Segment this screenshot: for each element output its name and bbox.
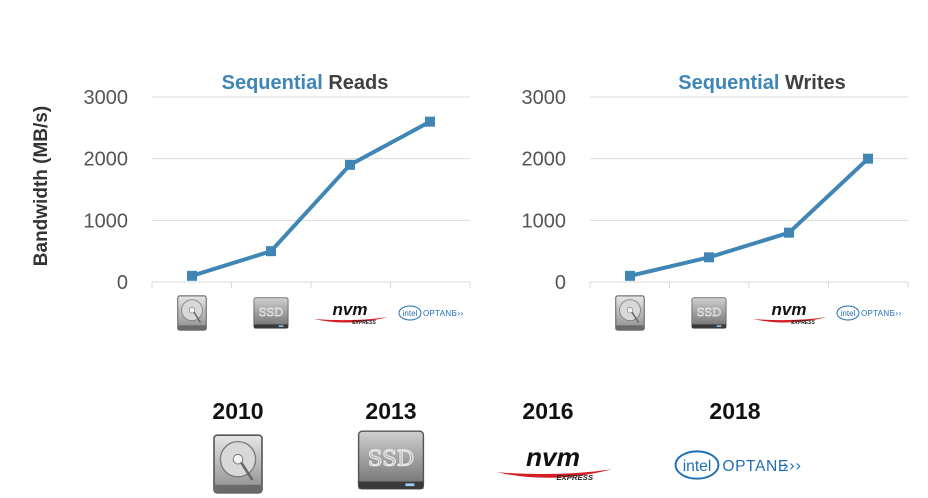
ssd-icon: SSD xyxy=(691,297,727,329)
data-point xyxy=(345,159,355,170)
y-tick-label: 2000 xyxy=(84,149,129,171)
svg-text:SSD: SSD xyxy=(697,305,722,319)
y-tick-label: 2000 xyxy=(522,149,567,171)
svg-text:›››: ››› xyxy=(783,457,802,475)
y-tick-label: 1000 xyxy=(84,210,129,232)
svg-text:nvm: nvm xyxy=(772,300,807,319)
year-label: 2013 xyxy=(365,398,416,424)
year-label: 2016 xyxy=(522,398,573,424)
chart-title: Sequential Reads xyxy=(222,72,389,94)
year-label: 2018 xyxy=(709,398,760,424)
chart-title-highlight: Sequential xyxy=(678,72,779,94)
hdd-icon xyxy=(177,295,207,331)
series-line xyxy=(629,157,870,278)
svg-text:intel: intel xyxy=(841,309,856,318)
y-tick-label: 0 xyxy=(555,272,566,294)
data-point xyxy=(704,252,714,263)
svg-text:intel: intel xyxy=(683,458,712,475)
data-point xyxy=(784,227,794,238)
y-axis-label: Bandwidth (MB/s) xyxy=(31,106,52,266)
svg-text:OPTANE: OPTANE xyxy=(722,458,788,475)
data-point xyxy=(625,270,635,281)
svg-text:nvm: nvm xyxy=(526,442,580,472)
data-point xyxy=(187,270,197,281)
svg-text:nvm: nvm xyxy=(333,300,368,319)
y-tick-label: 3000 xyxy=(84,87,129,109)
chart-title: Sequential Writes xyxy=(678,72,845,94)
year-label: 2010 xyxy=(212,398,263,424)
svg-text:SSD: SSD xyxy=(368,446,415,471)
intel-optane-logo: intel OPTANE››› xyxy=(398,305,464,321)
ssd-icon: SSD xyxy=(253,297,289,329)
hdd-icon xyxy=(615,295,645,331)
svg-text:OPTANE: OPTANE xyxy=(861,309,895,318)
y-tick-label: 1000 xyxy=(522,210,567,232)
intel-optane-logo: intel OPTANE››› xyxy=(674,450,802,480)
sequential-writes-chart: Sequential Writes 0 1000 2000 3000 SSD nvmEX… xyxy=(522,72,909,331)
svg-text:OPTANE: OPTANE xyxy=(423,309,457,318)
ssd-icon: SSD xyxy=(357,430,425,490)
y-tick-label: 0 xyxy=(117,272,128,294)
data-point xyxy=(863,153,873,164)
sequential-reads-chart: Sequential Reads Bandwidth (MB/s) 0 1000 2… xyxy=(31,72,471,331)
svg-text:SSD: SSD xyxy=(259,305,284,319)
hdd-icon xyxy=(213,434,263,494)
svg-text:EXPRESS: EXPRESS xyxy=(791,320,815,326)
svg-text:›››: ››› xyxy=(892,309,902,318)
svg-text:EXPRESS: EXPRESS xyxy=(556,473,593,482)
series-line xyxy=(191,119,431,278)
svg-text:›››: ››› xyxy=(454,309,464,318)
chart-title-rest: Writes xyxy=(785,72,846,94)
svg-text:EXPRESS: EXPRESS xyxy=(352,320,376,326)
chart-title-rest: Reads xyxy=(328,72,388,94)
intel-optane-logo: intel OPTANE››› xyxy=(836,305,902,321)
y-tick-label: 3000 xyxy=(522,87,567,109)
chart-title-highlight: Sequential xyxy=(222,72,323,94)
svg-text:intel: intel xyxy=(403,309,418,318)
data-point xyxy=(425,116,435,127)
data-point xyxy=(266,246,276,257)
